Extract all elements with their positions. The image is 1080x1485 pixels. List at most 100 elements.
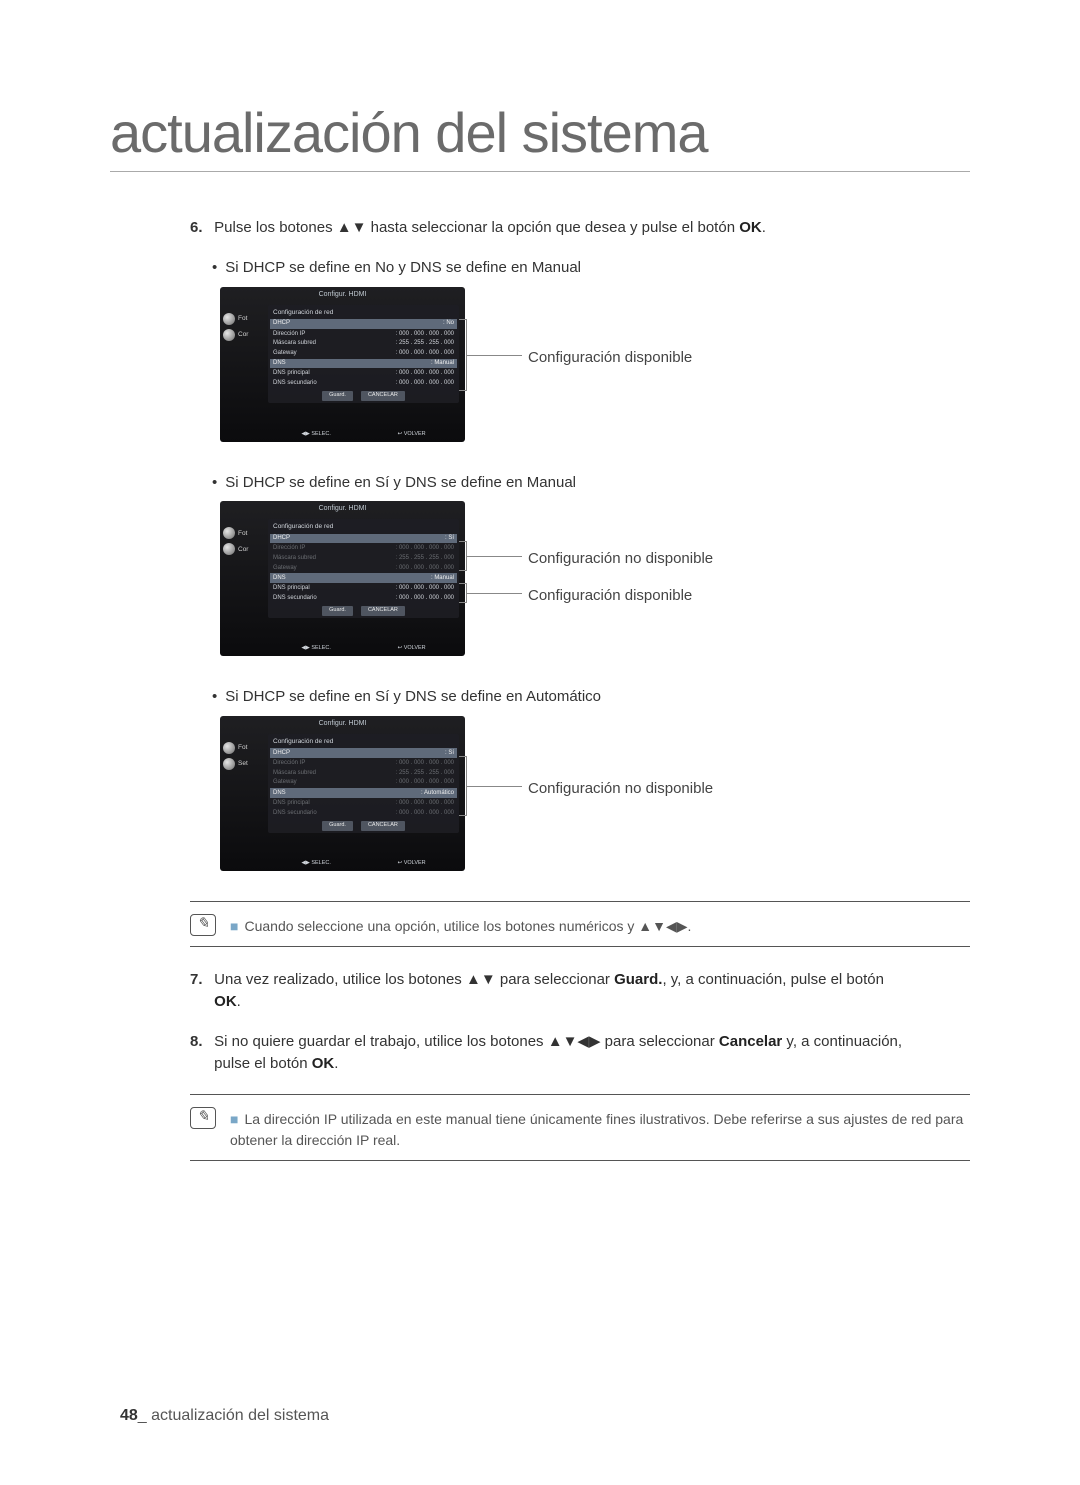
sidebar-label: Cor [238, 545, 248, 554]
case3-callout: Configuración no disponible [528, 778, 713, 800]
tv-header: Configur. HDMI [220, 716, 465, 732]
tv-header: Configur. HDMI [220, 501, 465, 517]
text: Si no quiere guardar el trabajo, utilice… [214, 1033, 548, 1050]
sidebar-label: Set [238, 759, 248, 768]
sidebar-icon [223, 758, 235, 770]
cancel-button: CANCELAR [361, 821, 405, 831]
row-value: 000 . 000 . 000 . 000 [399, 779, 454, 785]
row-value: 000 . 000 . 000 . 000 [399, 545, 454, 551]
text: para seleccionar [600, 1033, 718, 1050]
step-8-text: Si no quiere guardar el trabajo, utilice… [214, 1031, 904, 1075]
cancel-button: CANCELAR [361, 606, 405, 616]
row-label: DNS [273, 789, 286, 798]
row-label: Gateway [273, 564, 297, 573]
text: Cuando seleccione una opción, utilice lo… [244, 918, 638, 934]
row-label: Gateway [273, 349, 297, 358]
step-num-7: 7. [190, 969, 210, 991]
net-config-panel: Configuración de red DHCP: No Dirección … [268, 305, 459, 404]
row-label: DNS secundario [273, 379, 317, 388]
row-value: Manual [434, 575, 454, 581]
note-1: ✎ ■ Cuando seleccione una opción, utilice… [190, 901, 970, 947]
sidebar-icon [223, 543, 235, 555]
footer-return: ↩ VOLVER [398, 431, 426, 439]
case1-figure: Configur. HDMI Fot Cor Configuración de … [220, 287, 970, 442]
save-button: Guard. [322, 821, 353, 831]
tv-screenshot-3: Configur. HDMI Fot Set Configuración de … [220, 716, 465, 871]
step-6: 6. Pulse los botones ▲▼ hasta selecciona… [190, 217, 970, 239]
tv-sidebar: Fot Cor [223, 309, 263, 345]
row-value: Automático [424, 790, 454, 796]
row-value: 000 . 000 . 000 . 000 [399, 760, 454, 766]
row-label: DNS principal [273, 584, 310, 593]
note-1-body: ■ Cuando seleccione una opción, utilice l… [230, 912, 691, 936]
row-label: DNS [273, 359, 286, 368]
save-button: Guard. [322, 391, 353, 401]
case2-bullet: Si DHCP se define en Sí y DNS se define … [212, 472, 970, 494]
row-label: Máscara subred [273, 339, 316, 348]
arrows-glyph: ▲▼◀▶ [548, 1033, 601, 1050]
step-8: 8. Si no quiere guardar el trabajo, util… [190, 1031, 970, 1075]
panel-title: Configuración de red [273, 737, 454, 746]
text: Una vez realizado, utilice los botones [214, 971, 466, 988]
text: hasta seleccionar la opción que desea y … [366, 219, 739, 236]
tv-footer: ◀▶ SELEC. ↩ VOLVER [268, 645, 459, 653]
bracket [459, 541, 467, 571]
net-config-panel: Configuración de red DHCP: Sí Dirección … [268, 734, 459, 833]
row-label: DNS secundario [273, 594, 317, 603]
row-label: Máscara subred [273, 769, 316, 778]
ok-label: OK [214, 993, 237, 1010]
row-value: 000 . 000 . 000 . 000 [399, 810, 454, 816]
callout-line [467, 355, 522, 356]
row-value: 000 . 000 . 000 . 000 [399, 331, 454, 337]
callout-line [467, 556, 522, 557]
case2-figure: Configur. HDMI Fot Cor Configuración de … [220, 501, 970, 656]
row-label: DNS secundario [273, 809, 317, 818]
save-button: Guard. [322, 606, 353, 616]
square-bullet-icon: ■ [230, 918, 238, 934]
sidebar-icon [223, 742, 235, 754]
row-value: 000 . 000 . 000 . 000 [399, 380, 454, 386]
case2-callout1: Configuración no disponible [528, 548, 713, 570]
cancel-button: CANCELAR [361, 391, 405, 401]
row-label: Gateway [273, 778, 297, 787]
text: . [762, 219, 766, 236]
sidebar-icon [223, 313, 235, 325]
tv-footer: ◀▶ SELEC. ↩ VOLVER [268, 860, 459, 868]
step-num-8: 8. [190, 1031, 210, 1053]
row-label: DHCP [273, 749, 290, 758]
row-value: 255 . 255 . 255 . 000 [399, 770, 454, 776]
case2-callout2: Configuración disponible [528, 585, 692, 607]
row-value: Manual [434, 360, 454, 366]
footer-select: ◀▶ SELEC. [301, 431, 331, 439]
row-label: DHCP [273, 534, 290, 543]
footer-return: ↩ VOLVER [398, 645, 426, 653]
arrows-glyph: ▲▼ [466, 971, 496, 988]
sidebar-label: Fot [238, 314, 247, 323]
text: para seleccionar [496, 971, 614, 988]
row-value: No [446, 320, 454, 326]
step-6-text: Pulse los botones ▲▼ hasta seleccionar l… [214, 217, 904, 239]
arrows-glyph: ▲▼◀▶ [638, 918, 687, 934]
footer-select: ◀▶ SELEC. [301, 645, 331, 653]
text: . [334, 1055, 338, 1072]
text: Pulse los botones [214, 219, 337, 236]
row-value: Sí [448, 750, 454, 756]
case3-bullet: Si DHCP se define en Sí y DNS se define … [212, 686, 970, 708]
net-config-panel: Configuración de red DHCP: Sí Dirección … [268, 519, 459, 618]
note-icon: ✎ [190, 914, 216, 936]
note-2-body: ■La dirección IP utilizada en este manua… [230, 1105, 970, 1150]
tv-screenshot-2: Configur. HDMI Fot Cor Configuración de … [220, 501, 465, 656]
row-label: Dirección IP [273, 544, 305, 553]
row-value: 000 . 000 . 000 . 000 [399, 350, 454, 356]
text: . [688, 918, 692, 934]
page-number: 48 [120, 1407, 138, 1424]
row-label: DNS [273, 574, 286, 583]
step-7-text: Una vez realizado, utilice los botones ▲… [214, 969, 904, 1013]
panel-title: Configuración de red [273, 308, 454, 317]
callout-line [467, 593, 522, 594]
arrows-glyph: ▲▼ [337, 219, 367, 236]
note-icon: ✎ [190, 1107, 216, 1129]
row-value: 255 . 255 . 255 . 000 [399, 340, 454, 346]
footer-sep: _ [138, 1407, 151, 1424]
step-7: 7. Una vez realizado, utilice los botone… [190, 969, 970, 1013]
